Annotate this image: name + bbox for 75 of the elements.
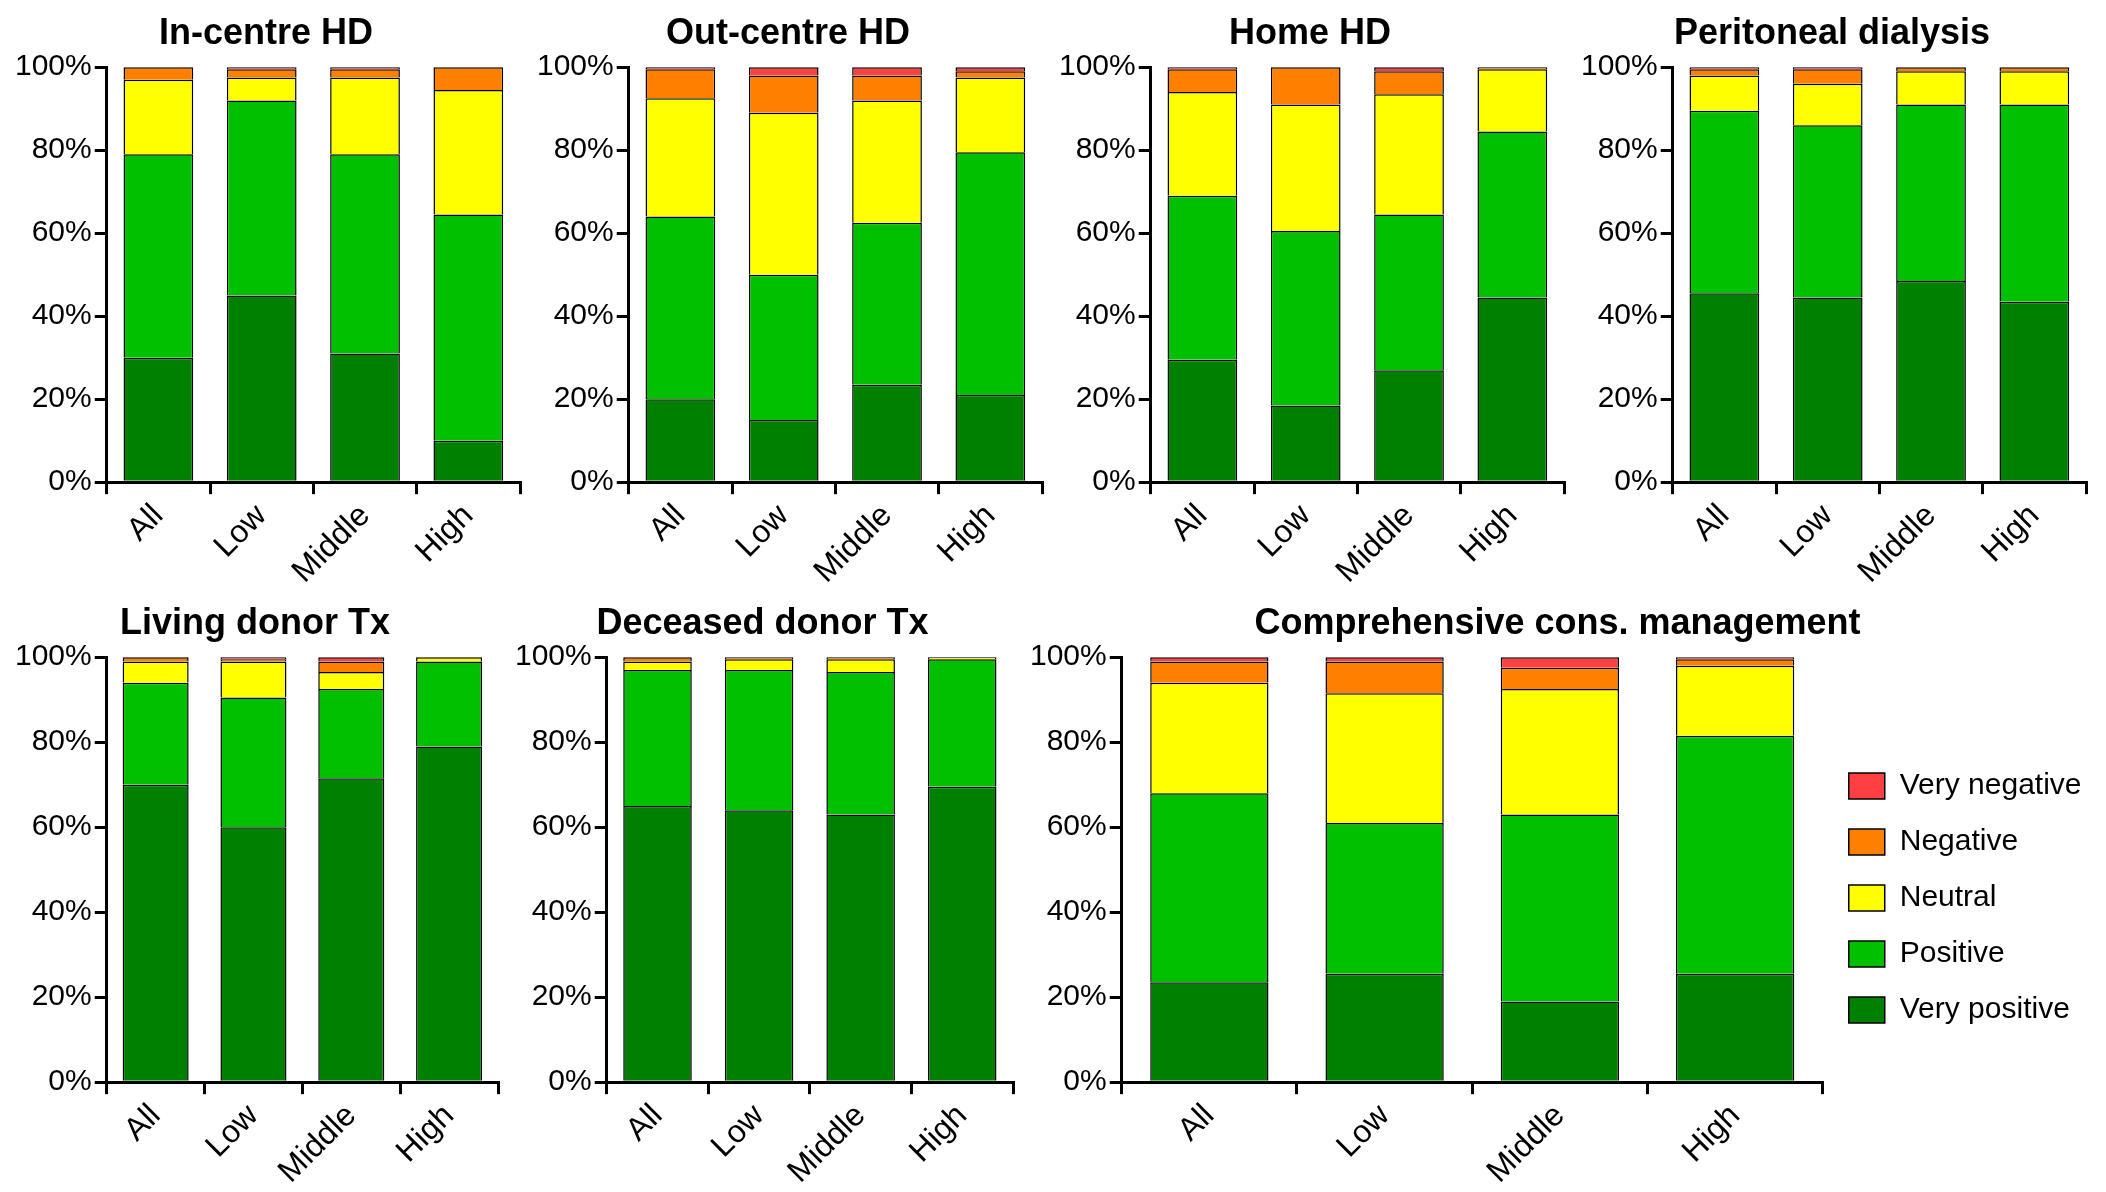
y-tick-label: 60% <box>31 808 92 842</box>
x-tick-label: All <box>640 496 692 548</box>
chart-title: Comprehensive cons. management <box>1254 600 1861 642</box>
y-tick-label: 60% <box>1597 214 1658 248</box>
y-tick-label: 20% <box>1075 380 1136 414</box>
x-tick-label: Low <box>1249 495 1318 564</box>
x-tick-label: Low <box>703 1095 771 1164</box>
x-tick-label: Low <box>1328 1095 1397 1164</box>
y-tick-label: 0% <box>548 1063 592 1097</box>
x-tick-label: All <box>118 496 170 548</box>
y-tick-label: 100% <box>1580 48 1658 82</box>
y-tick-label: 80% <box>31 723 92 757</box>
y-tick-label: 0% <box>1614 463 1658 497</box>
y-tick-label: 40% <box>31 893 92 927</box>
y-tick-label: 100% <box>1058 48 1136 82</box>
y-tick-label: 100% <box>14 48 92 82</box>
y-tick-label: 20% <box>31 380 92 414</box>
x-tick-label: All <box>1684 496 1736 548</box>
x-tick-label: All <box>116 1096 167 1148</box>
y-tick-label: 40% <box>1597 297 1658 331</box>
y-tick-label: 20% <box>1046 978 1107 1012</box>
legend-label: Very positive <box>1899 991 2070 1025</box>
y-tick-label: 0% <box>48 1063 92 1097</box>
chart-title: Peritoneal dialysis <box>1673 10 1991 52</box>
chart-title: Living donor Tx <box>120 600 390 642</box>
x-tick-label: High <box>407 496 480 569</box>
x-tick-label: Low <box>197 1095 266 1164</box>
y-tick-label: 0% <box>570 463 614 497</box>
y-tick-label: 0% <box>1063 1063 1107 1097</box>
x-tick-label: High <box>1451 496 1524 569</box>
y-tick-label: 80% <box>1075 131 1136 165</box>
y-tick-label: 80% <box>1597 131 1658 165</box>
y-tick-label: 80% <box>553 131 614 165</box>
x-tick-label: All <box>1169 1096 1221 1148</box>
y-tick-label: 20% <box>553 380 614 414</box>
y-tick-label: 60% <box>553 214 614 248</box>
x-tick-label: All <box>618 1096 669 1148</box>
y-tick-label: 60% <box>1075 214 1136 248</box>
y-tick-label: 80% <box>1046 723 1107 757</box>
x-tick-label: Low <box>1771 495 1840 564</box>
x-tick-label: High <box>901 1096 974 1169</box>
y-tick-label: 40% <box>1046 893 1107 927</box>
x-tick-label: Low <box>727 495 796 564</box>
y-tick-label: 20% <box>531 978 592 1012</box>
y-tick-label: 80% <box>31 131 92 165</box>
y-tick-label: 100% <box>14 638 92 672</box>
x-tick-label: High <box>388 1096 461 1169</box>
legend-label: Positive <box>1899 935 2005 969</box>
x-tick-label: Low <box>205 495 274 564</box>
legend-label: Very negative <box>1899 767 2082 801</box>
y-tick-label: 0% <box>48 463 92 497</box>
y-tick-label: 100% <box>1029 638 1107 672</box>
y-tick-label: 100% <box>536 48 614 82</box>
legend-label: Negative <box>1899 823 2019 857</box>
chart-title: Home HD <box>1228 10 1392 52</box>
chart-title: Deceased donor Tx <box>596 600 929 642</box>
y-tick-label: 60% <box>31 214 92 248</box>
y-tick-label: 40% <box>553 297 614 331</box>
y-tick-label: 60% <box>531 808 592 842</box>
y-tick-label: 20% <box>1597 380 1658 414</box>
x-tick-label: All <box>1162 496 1214 548</box>
y-tick-label: 0% <box>1092 463 1136 497</box>
y-tick-label: 20% <box>31 978 92 1012</box>
y-tick-label: 60% <box>1046 808 1107 842</box>
legend-label: Neutral <box>1899 879 1997 913</box>
chart-title: In-centre HD <box>158 10 374 52</box>
y-tick-label: 40% <box>531 893 592 927</box>
y-tick-label: 80% <box>531 723 592 757</box>
x-tick-label: High <box>1973 496 2046 569</box>
chart-title: Out-centre HD <box>665 10 911 52</box>
y-tick-label: 100% <box>514 638 592 672</box>
y-tick-label: 40% <box>1075 297 1136 331</box>
y-tick-label: 40% <box>31 297 92 331</box>
x-tick-label: High <box>929 496 1002 569</box>
x-tick-label: High <box>1674 1096 1747 1169</box>
